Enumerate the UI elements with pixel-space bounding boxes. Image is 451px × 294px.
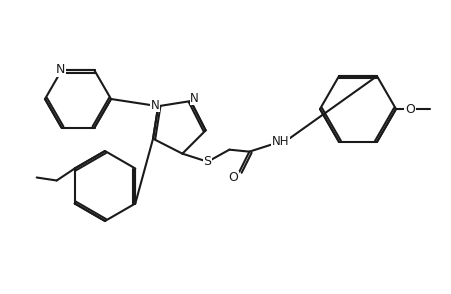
Text: O: O [229,171,238,184]
Text: N: N [56,63,65,76]
Text: O: O [405,103,415,116]
Text: N: N [151,99,160,112]
Text: S: S [203,155,212,168]
Text: N: N [190,91,199,105]
Text: NH: NH [272,135,289,148]
